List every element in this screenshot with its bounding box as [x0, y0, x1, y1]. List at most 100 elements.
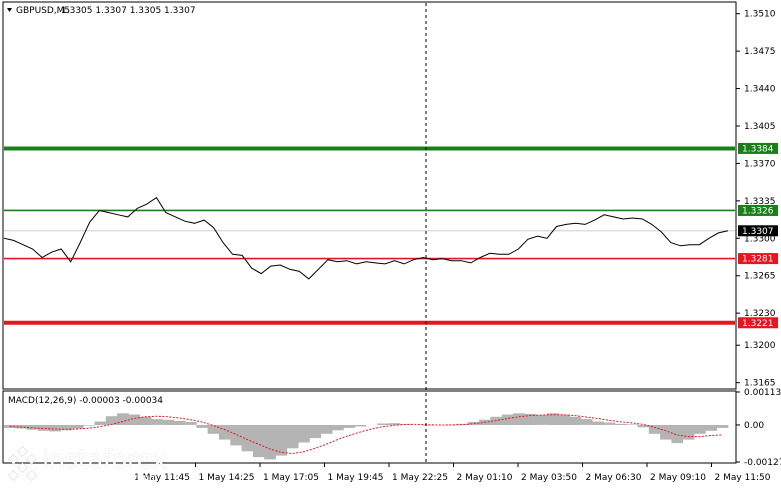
macd-bar	[547, 413, 559, 425]
macd-bar	[94, 421, 107, 425]
macd-bar	[716, 425, 729, 428]
macd-bar	[569, 416, 582, 425]
macd-signal-line	[9, 414, 723, 455]
macd-label: MACD(12,26,9) -0.00003 -0.00034	[8, 396, 163, 406]
macd-bar	[298, 425, 310, 443]
level-price-box	[738, 204, 778, 216]
time-tick-label: 1 May 14:25	[199, 473, 255, 483]
macd-bar	[580, 419, 593, 425]
symbol-name: GBPUSD,M5	[16, 6, 70, 16]
price-tick-label: 1.3300	[744, 234, 776, 244]
logo-tagline: Instant Forex Trading	[50, 473, 156, 484]
macd-bar	[614, 423, 627, 425]
macd-bar	[558, 414, 570, 425]
macd-bar	[151, 419, 163, 425]
macd-bar	[196, 425, 208, 428]
price-line	[3, 196, 729, 280]
macd-bar	[60, 425, 73, 431]
price-tick-label: 1.3370	[744, 159, 776, 169]
time-tick-label: 2 May 01:10	[457, 473, 513, 483]
macd-bar	[682, 425, 695, 440]
macd-bar	[456, 423, 469, 425]
time-tick-label: 2 May 09:10	[650, 473, 706, 483]
macd-bar	[592, 421, 604, 425]
time-tick-label: 1 May 11:45	[134, 473, 190, 483]
macd-bar	[139, 416, 152, 425]
ohlc-values: 1.3305 1.3307 1.3305 1.3307	[61, 6, 196, 16]
macd-bar	[207, 425, 220, 434]
macd-bar	[185, 422, 197, 425]
macd-panel-frame[interactable]	[2, 390, 737, 464]
price-tick-label: 1.3405	[744, 122, 776, 132]
macd-bar	[467, 422, 480, 425]
macd-bar	[524, 413, 537, 425]
time-tick-label: 1 May 22:25	[392, 473, 448, 483]
macd-bar	[660, 425, 672, 440]
macd-bar	[173, 420, 186, 425]
macd-bar	[71, 425, 84, 429]
macd-bar	[535, 415, 548, 425]
level-price-label: 1.3326	[742, 206, 774, 216]
macd-bar	[603, 422, 616, 425]
macd-bar	[320, 425, 333, 434]
price-tick-label: 1.3335	[744, 197, 776, 207]
price-tick-label: 1.3265	[744, 272, 776, 282]
macd-tick-label: 0.00	[744, 421, 764, 431]
level-price-label: 1.3221	[742, 319, 774, 329]
macd-bar	[162, 419, 175, 425]
macd-bar	[694, 425, 706, 434]
macd-bar	[264, 425, 276, 460]
time-tick-label: 1 May 19:45	[328, 473, 384, 483]
macd-axis: 0.00113 0.00 -0.00127	[736, 388, 781, 468]
price-tick-label: 1.3510	[744, 10, 776, 20]
macd-bar	[513, 413, 525, 425]
macd-bar	[117, 413, 129, 425]
level-price-label: 1.3384	[742, 144, 774, 154]
level-price-box	[738, 142, 778, 154]
macd-bar	[230, 425, 242, 446]
level-labels: 1.3384 1.3326 1.3281 1.3221	[738, 142, 778, 329]
macd-bar	[105, 416, 118, 425]
macd-bar	[241, 425, 254, 452]
current-price-box	[738, 225, 778, 237]
macd-bar	[354, 425, 367, 427]
price-tick-label: 1.3475	[744, 47, 776, 57]
current-price-tag: 1.3307	[738, 225, 778, 237]
macd-bar	[252, 425, 265, 458]
price-axis[interactable]: 1.35101.34751.34401.34051.33701.33351.33…	[736, 10, 776, 389]
chevron-down-icon[interactable]	[7, 8, 12, 12]
macd-histogram	[4, 413, 729, 460]
symbol-header[interactable]: GBPUSD,M5 1.3305 1.3307 1.3305 1.3307	[7, 6, 196, 16]
current-price-label: 1.3307	[742, 227, 774, 237]
macd-bar	[275, 425, 288, 456]
price-tick-label: 1.3230	[744, 309, 776, 319]
macd-bar	[128, 414, 141, 425]
macd-bar	[37, 425, 50, 431]
macd-bar	[286, 425, 299, 449]
macd-bar	[83, 425, 95, 426]
time-tick-label: 1 May 17:05	[263, 473, 319, 483]
time-tick-label: 2 May 11:50	[715, 473, 771, 483]
macd-tick-label: -0.00127	[744, 458, 781, 468]
time-axis: 1 May 11:45 1 May 14:25 1 May 17:05 1 May 1…	[3, 462, 771, 483]
macd-bar	[671, 425, 684, 444]
macd-bar	[309, 425, 322, 439]
macd-bar	[626, 424, 638, 425]
macd-bar	[377, 423, 389, 425]
main-chart-frame[interactable]	[2, 1, 737, 390]
macd-bar	[343, 425, 356, 428]
macd-bar	[637, 425, 650, 428]
macd-bar	[49, 425, 61, 432]
price-tick-label: 1.3200	[744, 341, 776, 351]
level-lines	[4, 146, 735, 325]
level-price-label: 1.3281	[742, 255, 774, 265]
time-tick-label: 2 May 06:30	[586, 473, 642, 483]
time-tick-label: 2 May 03:50	[521, 473, 577, 483]
macd-bar	[388, 423, 401, 425]
instaforex-logo: instaforex Instant Forex Trading	[4, 444, 194, 486]
macd-bar	[648, 425, 661, 434]
macd-bar	[26, 425, 39, 430]
macd-bar	[332, 425, 344, 431]
logo-mark-icon	[8, 446, 37, 481]
